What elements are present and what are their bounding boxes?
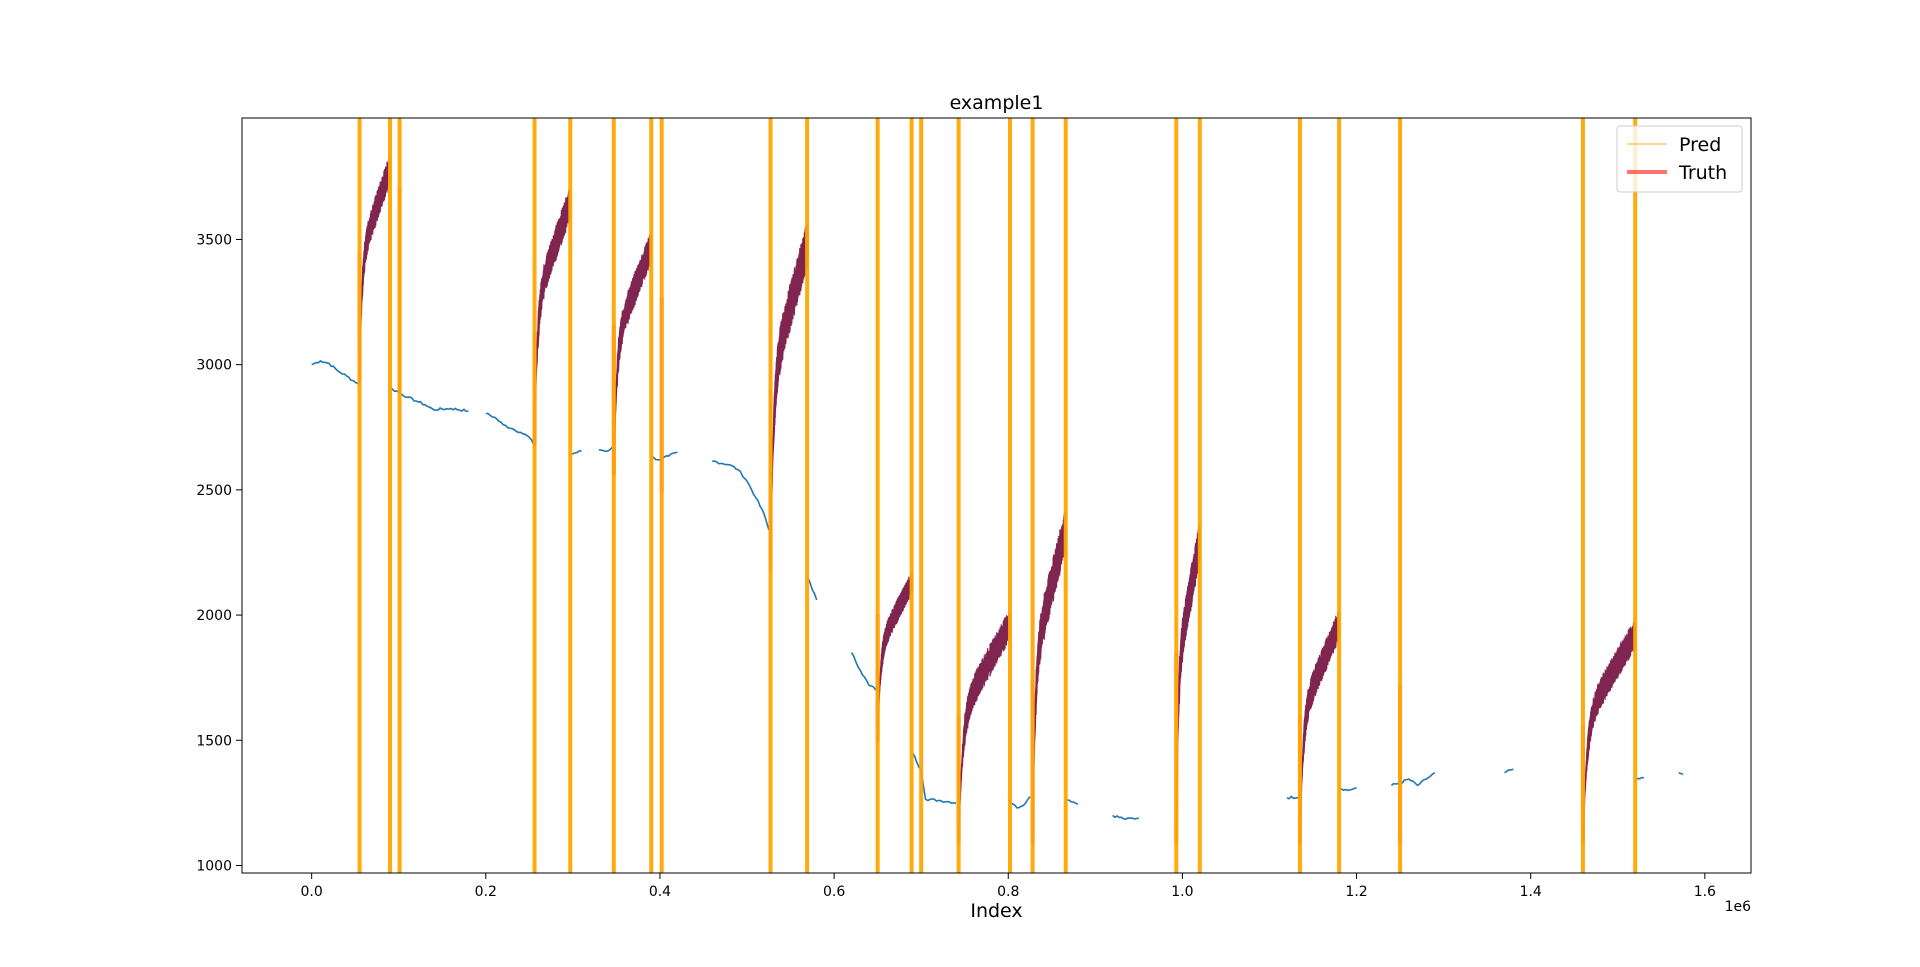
legend-truth-label: Truth (1678, 162, 1727, 184)
x-tick-label-2: 0.4 (649, 884, 671, 900)
x-tick-label-6: 1.2 (1345, 884, 1367, 900)
y-tick-label-3: 2500 (196, 483, 232, 499)
x-tick-label-4: 0.8 (997, 884, 1019, 900)
signal-line-segment-15 (1112, 814, 1140, 821)
x-tick-label-7: 1.4 (1520, 884, 1542, 900)
x-tick-label-5: 1.0 (1171, 884, 1193, 900)
x-axis-offset-label: 1e6 (1725, 899, 1752, 915)
x-axis-title: Index (970, 900, 1022, 922)
signal-line-segment-23 (1286, 795, 1301, 800)
y-tick-label-1: 1500 (196, 733, 232, 749)
x-tick-label-8: 1.6 (1694, 884, 1716, 900)
chart-title: example1 (950, 92, 1044, 114)
signal-line-segment-0 (311, 359, 360, 385)
signal-line-segment-7 (712, 460, 770, 531)
y-tick-label-2: 2000 (196, 608, 232, 624)
x-tick-label-0: 0.0 (301, 884, 323, 900)
y-tick-label-4: 3000 (196, 358, 232, 374)
signal-line-segment-8 (807, 577, 818, 601)
x-tick-label-3: 0.6 (823, 884, 845, 900)
chart-marks (311, 118, 1684, 873)
legend: Pred Truth (1616, 125, 1743, 193)
plot-frame (241, 117, 1752, 874)
signal-line-segment-10 (850, 652, 878, 691)
signal-line-segment-4 (598, 446, 613, 453)
signal-line-segment-5 (651, 451, 678, 461)
x-axis: 0.0 0.2 0.4 0.6 0.8 1.0 1.2 1.4 1.6 (301, 873, 1716, 900)
signal-line-segment-2 (485, 412, 535, 446)
legend-pred-label: Pred (1679, 134, 1721, 156)
y-tick-label-0: 1000 (196, 858, 232, 874)
signal-line-segment-37 (1678, 772, 1684, 775)
x-tick-label-1: 0.2 (475, 884, 497, 900)
y-axis: 1000 1500 2000 2500 3000 3500 (196, 232, 242, 874)
y-tick-label-5: 3500 (196, 232, 232, 248)
legend-box (1616, 125, 1743, 193)
signal-line-segment-30 (1504, 768, 1514, 774)
signal-line-segment-1 (389, 387, 469, 413)
signal-line-segment-24 (1338, 787, 1357, 792)
